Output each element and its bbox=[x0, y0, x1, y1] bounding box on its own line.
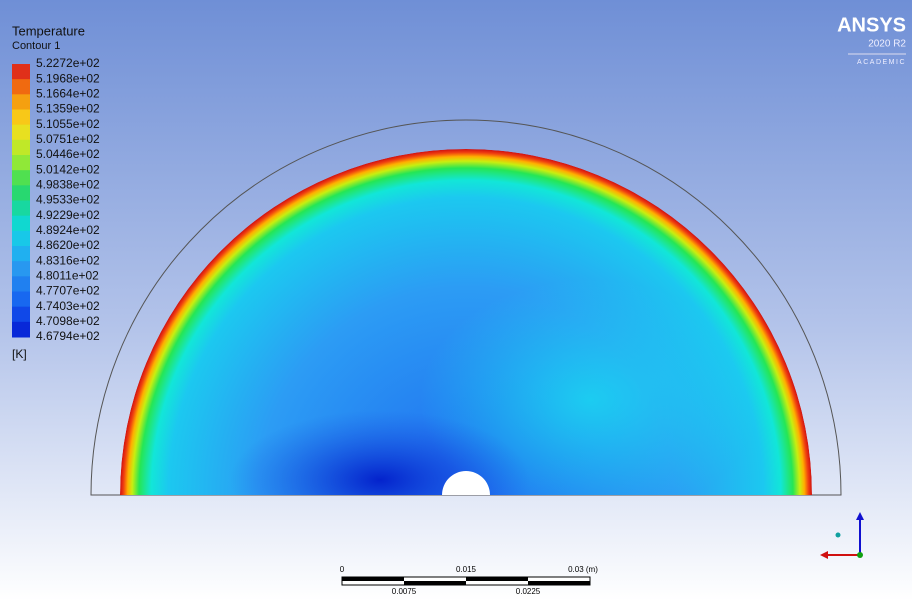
legend-subtitle: Contour 1 bbox=[12, 40, 60, 52]
colorbar-band bbox=[12, 321, 30, 338]
colorbar-band bbox=[12, 109, 30, 126]
colorbar-band bbox=[12, 79, 30, 95]
hole bbox=[442, 471, 490, 495]
legend-label: 4.7707e+02 bbox=[36, 284, 100, 298]
colorbar-band bbox=[12, 170, 30, 186]
legend-label: 4.9838e+02 bbox=[36, 178, 100, 192]
colorbar-band bbox=[12, 276, 30, 292]
colorbar-band bbox=[12, 64, 30, 80]
legend-label: 4.8620e+02 bbox=[36, 238, 100, 252]
colorbar-band bbox=[12, 261, 30, 277]
legend-label: 4.9229e+02 bbox=[36, 208, 100, 222]
domain-outline bbox=[90, 119, 842, 496]
legend-label: 4.7403e+02 bbox=[36, 299, 100, 313]
legend-label: 5.1968e+02 bbox=[36, 71, 100, 85]
scale-label: 0.015 bbox=[456, 565, 477, 574]
scale-label: 0.03 (m) bbox=[568, 565, 598, 574]
colorbar-band bbox=[12, 185, 30, 201]
colorbar-band bbox=[12, 230, 30, 247]
colorbar bbox=[12, 64, 30, 338]
axis-triad bbox=[820, 512, 864, 559]
logo-name: ANSYS bbox=[837, 14, 906, 36]
legend-label: 4.6794e+02 bbox=[36, 329, 100, 343]
contour bbox=[120, 149, 812, 495]
legend-label: 5.1359e+02 bbox=[36, 102, 100, 116]
colorbar-band bbox=[12, 215, 30, 232]
legend-label: 5.2272e+02 bbox=[36, 56, 100, 70]
legend-label: 4.8011e+02 bbox=[36, 269, 99, 283]
colorbar-band bbox=[12, 94, 30, 110]
colorbar-band bbox=[12, 200, 30, 217]
colorbar-band bbox=[12, 246, 30, 262]
legend-label: 4.8924e+02 bbox=[36, 223, 100, 237]
legend-label: 5.0751e+02 bbox=[36, 132, 100, 146]
colorbar-band bbox=[12, 155, 30, 171]
legend-title: Temperature bbox=[12, 23, 85, 38]
legend-label: 5.1055e+02 bbox=[36, 117, 100, 131]
legend-unit: [K] bbox=[12, 347, 27, 361]
logo-version: 2020 R2 bbox=[868, 39, 906, 50]
legend-label: 5.0446e+02 bbox=[36, 147, 100, 161]
scale-label: 0 bbox=[340, 565, 345, 574]
colorbar-band bbox=[12, 139, 30, 156]
scale-label: 0.0075 bbox=[392, 587, 417, 596]
scale-bar bbox=[341, 576, 591, 586]
legend-label: 5.1664e+02 bbox=[36, 87, 100, 101]
colorbar-band bbox=[12, 306, 30, 323]
legend-label: 5.0142e+02 bbox=[36, 162, 100, 176]
colorbar-band bbox=[12, 291, 30, 308]
legend-label: 4.9533e+02 bbox=[36, 193, 100, 207]
legend-label: 4.8316e+02 bbox=[36, 253, 100, 267]
colorbar-band bbox=[12, 124, 30, 141]
logo-edition: ACADEMIC bbox=[857, 59, 906, 66]
legend-label: 4.7098e+02 bbox=[36, 314, 100, 328]
scale-label: 0.0225 bbox=[516, 587, 541, 596]
